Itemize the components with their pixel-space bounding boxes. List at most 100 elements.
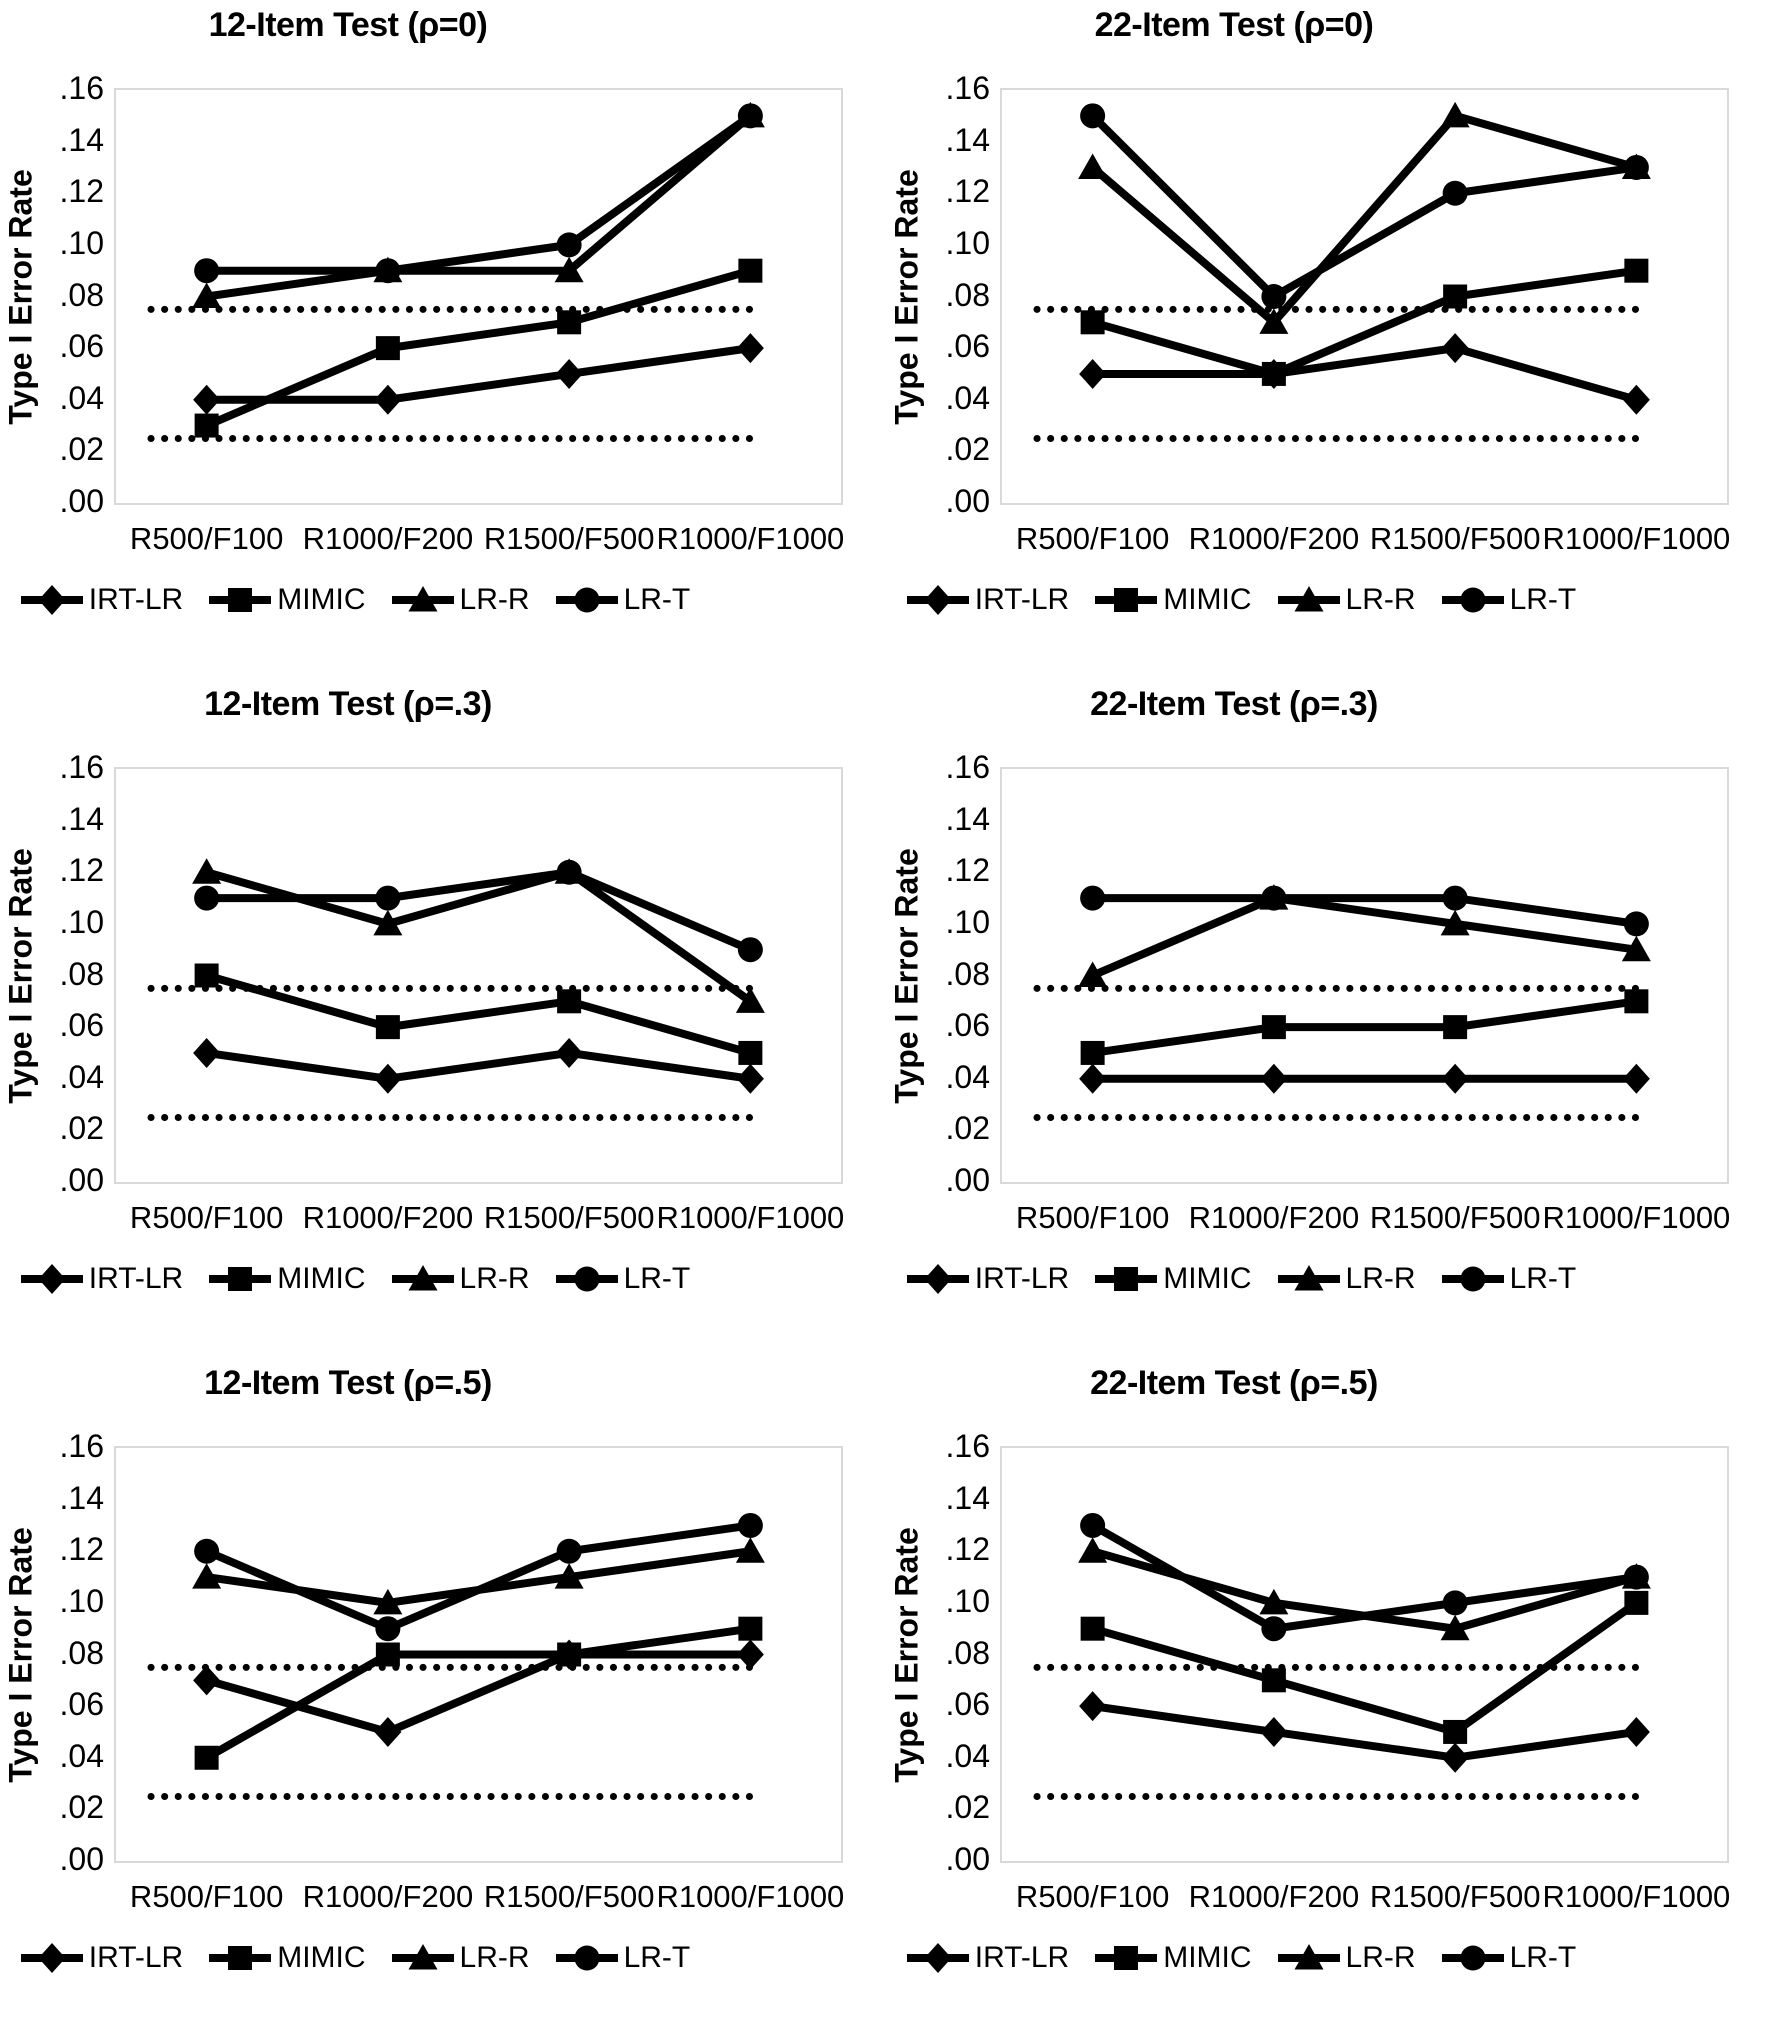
plot-area (114, 767, 843, 1184)
marker-LR-T (1623, 1564, 1649, 1590)
series-line-LR-R (1090, 111, 1638, 328)
square-icon (228, 1267, 253, 1291)
legend-label: LR-T (1509, 1941, 1577, 1974)
legend-item-IRT-LR: IRT-LR (906, 1262, 1070, 1296)
marker-IRT-LR (736, 1063, 764, 1094)
y-axis-title-strip: Type I Error Rate (0, 88, 42, 505)
diamond-icon (924, 1264, 952, 1294)
y-tick-label: .16 (59, 70, 104, 106)
x-tick-label: R1000/F200 (1188, 1200, 1360, 1235)
y-tick-label: .16 (945, 1428, 990, 1464)
y-tick-label: .12 (945, 173, 990, 210)
y-tick-label: .12 (59, 1531, 104, 1568)
y-axis-title-strip: Type I Error Rate (886, 767, 928, 1184)
plot-area (114, 1446, 843, 1863)
y-tick-label: .16 (59, 749, 104, 785)
y-tick-label: .06 (59, 1007, 104, 1044)
legend-marker-sample (391, 1944, 454, 1970)
x-axis-labels: R500/F100 R1000/F200 R1500/F500 R1000/F1000 (116, 1200, 844, 1236)
chart-panel-2: 22-Item Test (ρ=0) Type I Error Rate .16.1… (886, 0, 1772, 679)
legend-item-LR-T: LR-T (555, 1262, 690, 1296)
y-tick-label: .10 (59, 903, 104, 940)
y-tick-label: .02 (59, 1789, 104, 1826)
chart-row: Type I Error Rate .16 .14 .12 .10 .08 .06 .04 .0… (0, 750, 886, 1197)
marker-MIMIC (1624, 1590, 1649, 1615)
legend-label: LR-R (459, 1941, 530, 1974)
y-tick-label: .14 (59, 121, 104, 158)
legend-marker-sample (391, 586, 454, 612)
legend-marker-sample (1277, 1944, 1340, 1970)
marker-LR-T (737, 1512, 763, 1538)
x-tick-label: R1000/F200 (302, 1200, 474, 1235)
legend-item-LR-T: LR-T (1441, 1262, 1576, 1296)
y-tick-label: .00 (59, 1162, 104, 1198)
x-tick-label: R1000/F1000 (1542, 521, 1731, 556)
legend-marker-sample (555, 1266, 618, 1292)
marker-LR-T (737, 937, 763, 963)
marker-LR-T (737, 103, 763, 129)
marker-IRT-LR (1260, 1716, 1288, 1747)
x-axis-labels: R500/F100 R1000/F200 R1500/F500 R1000/F1000 (116, 521, 844, 557)
y-tick-label: .10 (59, 224, 104, 261)
y-tick-label: .12 (945, 1531, 990, 1568)
legend: IRT-LR MIMIC LR-R LR-T (0, 1262, 886, 1296)
x-tick-label: R500/F100 (129, 521, 284, 556)
y-axis-title-strip: Type I Error Rate (886, 1446, 928, 1863)
legend-marker-sample (20, 585, 83, 615)
marker-IRT-LR (1079, 1691, 1107, 1722)
y-tick-label: .10 (945, 1582, 990, 1619)
legend-item-LR-T: LR-T (1441, 583, 1576, 617)
marker-LR-T (1080, 103, 1106, 129)
legend-item-LR-T: LR-T (1441, 1941, 1577, 1975)
plot-canvas (147, 101, 765, 442)
y-tick-label: .12 (59, 852, 104, 889)
y-tick-label: .10 (945, 903, 990, 940)
legend-marker-sample (1277, 586, 1340, 612)
triangle-icon (1294, 1944, 1324, 1970)
x-axis-labels: R500/F100 R1000/F200 R1500/F500 R1000/F1000 (1002, 1200, 1730, 1236)
y-tick-label: .04 (945, 379, 990, 416)
legend-item-LR-R: LR-R (1277, 1262, 1416, 1296)
marker-LR-T (1442, 885, 1468, 911)
plot-canvas (1033, 1512, 1651, 1800)
y-tick-label: .02 (945, 1110, 990, 1147)
marker-MIMIC (1624, 989, 1649, 1014)
marker-IRT-LR (193, 1665, 221, 1696)
x-tick-label: R1500/F500 (1369, 1879, 1541, 1914)
y-tick-label: .10 (59, 1582, 104, 1619)
legend-marker-sample (209, 588, 272, 612)
marker-LR-T (556, 1538, 582, 1564)
triangle-icon (1294, 1265, 1324, 1291)
legend-label: IRT-LR (974, 1262, 1070, 1295)
x-tick-label: R500/F100 (1015, 1879, 1170, 1914)
diamond-icon (38, 585, 66, 615)
chart-panel-1: 12-Item Test (ρ=0) Type I Error Rate .16.1… (0, 0, 886, 679)
marker-LR-T (556, 859, 582, 885)
y-tick-label: .14 (59, 800, 104, 837)
y-tick-label: .02 (945, 1789, 990, 1826)
y-tick-label: .02 (59, 431, 104, 468)
chart-title: 22-Item Test (ρ=0) (1094, 6, 1374, 44)
marker-LR-T (375, 258, 401, 284)
marker-LR-R (1078, 1537, 1108, 1563)
y-axis-title: Type I Error Rate (2, 847, 39, 1104)
legend-label: IRT-LR (974, 1941, 1070, 1974)
y-axis-ticks: .16 .14 .12 .10 .08 .06 .04 .02 .00 (928, 750, 994, 1197)
y-tick-label: .08 (59, 955, 104, 992)
chart-row: Type I Error Rate .16 .14 .12 .10 .08 .06 .04 .0… (886, 750, 1772, 1197)
marker-IRT-LR (555, 1037, 583, 1068)
marker-LR-R (192, 1563, 222, 1589)
x-tick-label: R500/F100 (1015, 521, 1170, 556)
legend-marker-sample (1095, 588, 1158, 612)
marker-MIMIC (375, 1642, 400, 1667)
circle-icon (574, 1945, 600, 1971)
y-tick-label: .00 (945, 1162, 990, 1198)
y-tick-label: .14 (945, 121, 990, 158)
y-tick-label: .00 (59, 1841, 104, 1877)
chart-title: 12-Item Test (ρ=.5) (204, 1364, 492, 1402)
legend-marker-sample (20, 1943, 83, 1973)
y-axis-title: Type I Error Rate (2, 1526, 39, 1783)
chart-title: 12-Item Test (ρ=.3) (204, 685, 492, 723)
legend-marker-sample (391, 1265, 454, 1291)
plot-canvas (1033, 884, 1651, 1121)
